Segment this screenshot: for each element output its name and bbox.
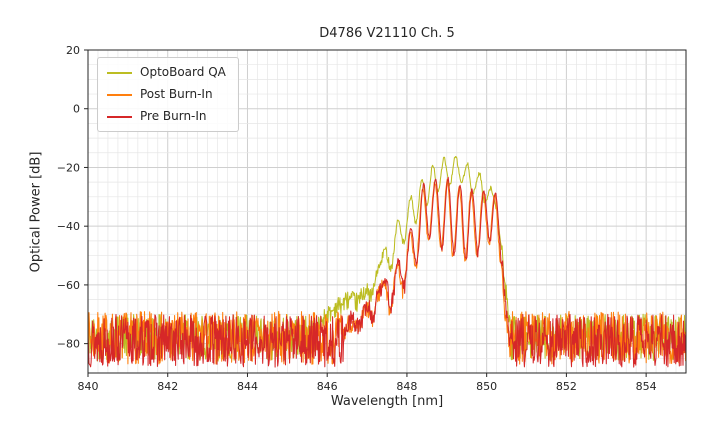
svg-text:852: 852: [556, 380, 577, 393]
svg-text:−80: −80: [57, 338, 80, 351]
svg-text:842: 842: [157, 380, 178, 393]
svg-text:0: 0: [73, 103, 80, 116]
svg-text:854: 854: [636, 380, 657, 393]
legend-label-pre-burn-in: Pre Burn-In: [140, 109, 207, 123]
legend-item-optoboard-qa: OptoBoard QA: [107, 65, 226, 80]
svg-text:20: 20: [66, 44, 80, 57]
svg-text:850: 850: [476, 380, 497, 393]
svg-text:848: 848: [396, 380, 417, 393]
svg-text:840: 840: [78, 380, 99, 393]
svg-text:−20: −20: [57, 161, 80, 174]
legend-item-pre-burn-in: Pre Burn-In: [107, 109, 226, 124]
svg-text:846: 846: [317, 380, 338, 393]
legend-item-post-burn-in: Post Burn-In: [107, 87, 226, 102]
y-axis-label: Optical Power [dB]: [28, 151, 44, 273]
legend-label-optoboard-qa: OptoBoard QA: [140, 65, 226, 79]
legend-line-swatch-optoboard-qa: [107, 71, 132, 74]
legend: OptoBoard QA Post Burn-In Pre Burn-In: [97, 57, 239, 132]
svg-text:−40: −40: [57, 220, 80, 233]
svg-text:844: 844: [237, 380, 258, 393]
legend-label-post-burn-in: Post Burn-In: [140, 87, 213, 101]
x-axis-label: Wavelength [nm]: [330, 394, 444, 409]
svg-text:−60: −60: [57, 279, 80, 292]
legend-line-swatch-pre-burn-in: [107, 115, 132, 118]
chart-title: D4786 V21110 Ch. 5: [319, 26, 455, 41]
legend-line-swatch-post-burn-in: [107, 93, 132, 96]
